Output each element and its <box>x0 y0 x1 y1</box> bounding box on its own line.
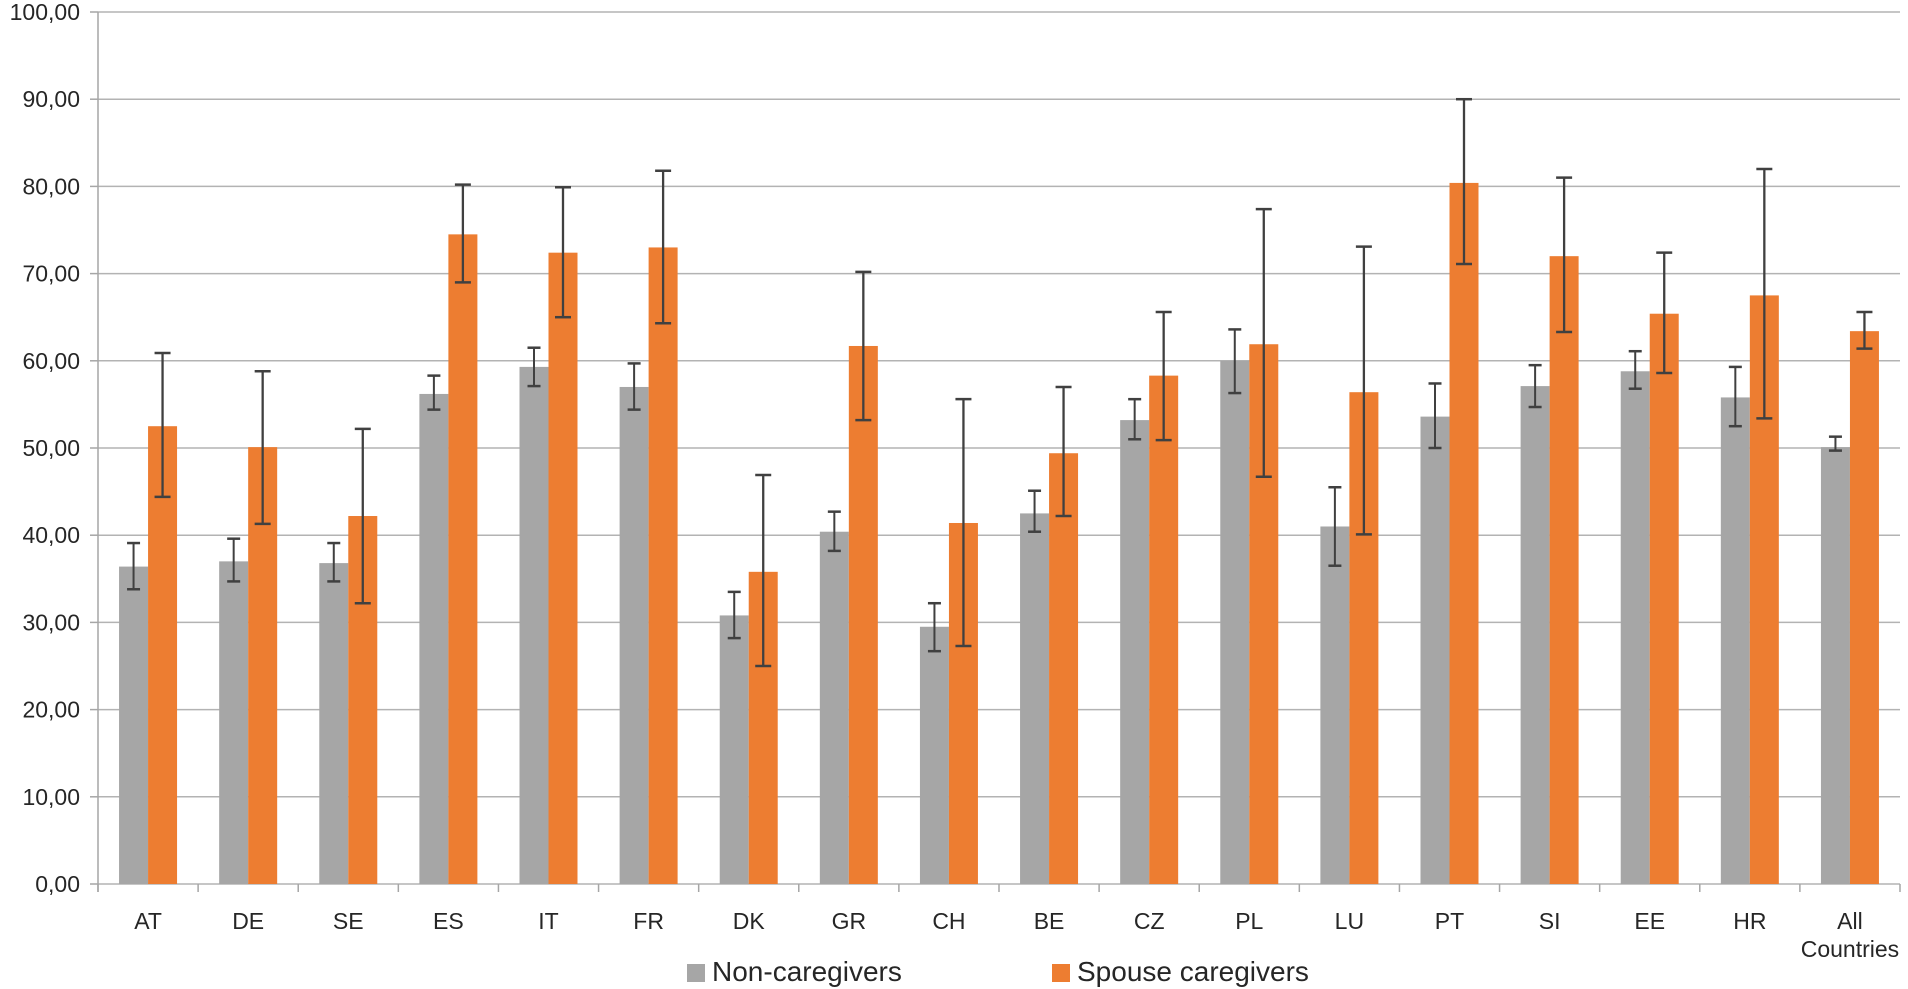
legend-item-spouse-caregivers-label: Spouse caregivers <box>1077 956 1309 987</box>
x-axis-label-hr: HR <box>1733 908 1766 934</box>
legend-item-non-caregivers-swatch <box>687 964 705 982</box>
bar-se-non-caregivers <box>319 563 349 884</box>
bar-gr-non-caregivers <box>819 531 849 884</box>
bar-it-non-caregivers <box>519 366 549 884</box>
x-axis-label-all-countries: All Countries <box>1801 908 1899 962</box>
bar-si-non-caregivers <box>1520 386 1550 884</box>
bar-es-non-caregivers <box>419 393 449 884</box>
legend-item-spouse-caregivers-swatch <box>1052 964 1070 982</box>
y-axis-label-90: 90,00 <box>22 86 80 112</box>
bar-gr-spouse-caregivers <box>848 345 878 884</box>
x-axis-label-se: SE <box>333 908 364 934</box>
bar-si-spouse-caregivers <box>1549 256 1579 884</box>
x-axis-label-de: DE <box>232 908 264 934</box>
x-axis-label-pt: PT <box>1435 908 1464 934</box>
x-axis-label-it: IT <box>538 908 558 934</box>
y-axis-label-100: 100,00 <box>10 0 80 25</box>
y-axis-label-40: 40,00 <box>22 522 80 548</box>
y-axis-label-30: 30,00 <box>22 609 80 635</box>
y-axis-label-80: 80,00 <box>22 173 80 199</box>
bar-ee-non-caregivers <box>1620 371 1650 884</box>
bar-be-non-caregivers <box>1020 513 1050 884</box>
bar-at-non-caregivers <box>119 566 149 884</box>
legend-item-non-caregivers-label: Non-caregivers <box>712 956 902 987</box>
bar-de-non-caregivers <box>219 561 249 884</box>
y-axis-label-0: 0,00 <box>35 871 80 897</box>
bar-cz-spouse-caregivers <box>1149 375 1179 884</box>
bar-pt-spouse-caregivers <box>1449 182 1479 885</box>
x-axis-label-lu: LU <box>1335 908 1364 934</box>
bar-hr-non-caregivers <box>1720 397 1750 884</box>
bar-pl-non-caregivers <box>1220 360 1250 884</box>
y-axis-label-10: 10,00 <box>22 784 80 810</box>
bar-all-countries-non-caregivers <box>1820 447 1850 884</box>
x-axis-label-at: AT <box>134 908 162 934</box>
x-axis-label-gr: GR <box>832 908 867 934</box>
x-axis-label-pl: PL <box>1235 908 1263 934</box>
y-axis-label-60: 60,00 <box>22 348 80 374</box>
x-axis-label-dk: DK <box>733 908 766 934</box>
bar-ch-non-caregivers <box>919 626 949 884</box>
y-axis-label-50: 50,00 <box>22 435 80 461</box>
bar-ee-spouse-caregivers <box>1649 313 1679 884</box>
y-axis-label-20: 20,00 <box>22 697 80 723</box>
bar-lu-non-caregivers <box>1320 526 1350 884</box>
bar-at-spouse-caregivers <box>148 426 178 884</box>
bar-cz-non-caregivers <box>1120 420 1150 884</box>
bar-es-spouse-caregivers <box>448 234 478 885</box>
y-axis-label-70: 70,00 <box>22 261 80 287</box>
x-axis-label-es: ES <box>433 908 464 934</box>
x-axis-label-cz: CZ <box>1134 908 1165 934</box>
x-axis-label-ch: CH <box>932 908 965 934</box>
bar-fr-non-caregivers <box>619 386 649 884</box>
x-axis-label-be: BE <box>1034 908 1065 934</box>
x-axis-label-fr: FR <box>633 908 664 934</box>
bar-it-spouse-caregivers <box>548 252 578 884</box>
x-axis-label-ee: EE <box>1634 908 1665 934</box>
bar-dk-non-caregivers <box>719 615 749 884</box>
x-axis-label-si: SI <box>1539 908 1561 934</box>
bar-fr-spouse-caregivers <box>648 247 678 884</box>
bar-pt-non-caregivers <box>1420 416 1450 884</box>
bar-be-spouse-caregivers <box>1049 453 1079 884</box>
bar-all-countries-spouse-caregivers <box>1849 331 1879 885</box>
